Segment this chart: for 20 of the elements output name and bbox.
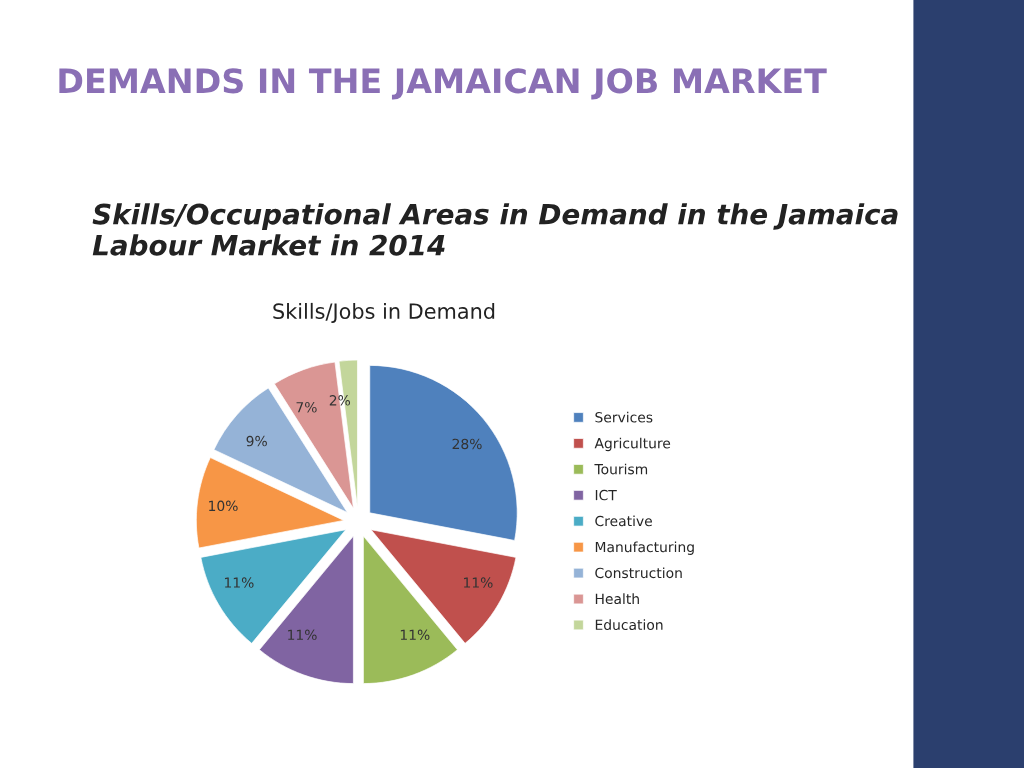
legend-label: Agriculture	[594, 437, 671, 452]
legend-label: Construction	[595, 567, 682, 579]
legend-label: Tourism	[594, 463, 648, 475]
data-label: 11%	[464, 577, 493, 588]
legend-label: Services	[595, 411, 653, 423]
data-label: 28%	[452, 438, 482, 450]
chart-subtitle: Skills/Occupational Areas in Demand in the Jamaica Labour Market in 2014	[92, 203, 898, 256]
data-label: 11%	[400, 629, 430, 641]
data-label: 11%	[288, 629, 317, 641]
data-label: 10%	[209, 500, 238, 512]
text: Skills/Jobs in Demand	[273, 302, 495, 323]
legend-label: ICT	[595, 489, 617, 501]
legend-label: Health	[595, 593, 639, 605]
data-label: 7%	[296, 402, 317, 413]
legend-label: Creative	[595, 515, 652, 527]
data-label: 9%	[246, 435, 267, 447]
legend-label: Education	[595, 619, 663, 631]
chart-title: DEMANDS IN THE JAMAICAN JOB MARKET	[59, 68, 827, 100]
legend-label: Manufacturing	[595, 541, 694, 555]
data-label: 11%	[224, 577, 254, 588]
